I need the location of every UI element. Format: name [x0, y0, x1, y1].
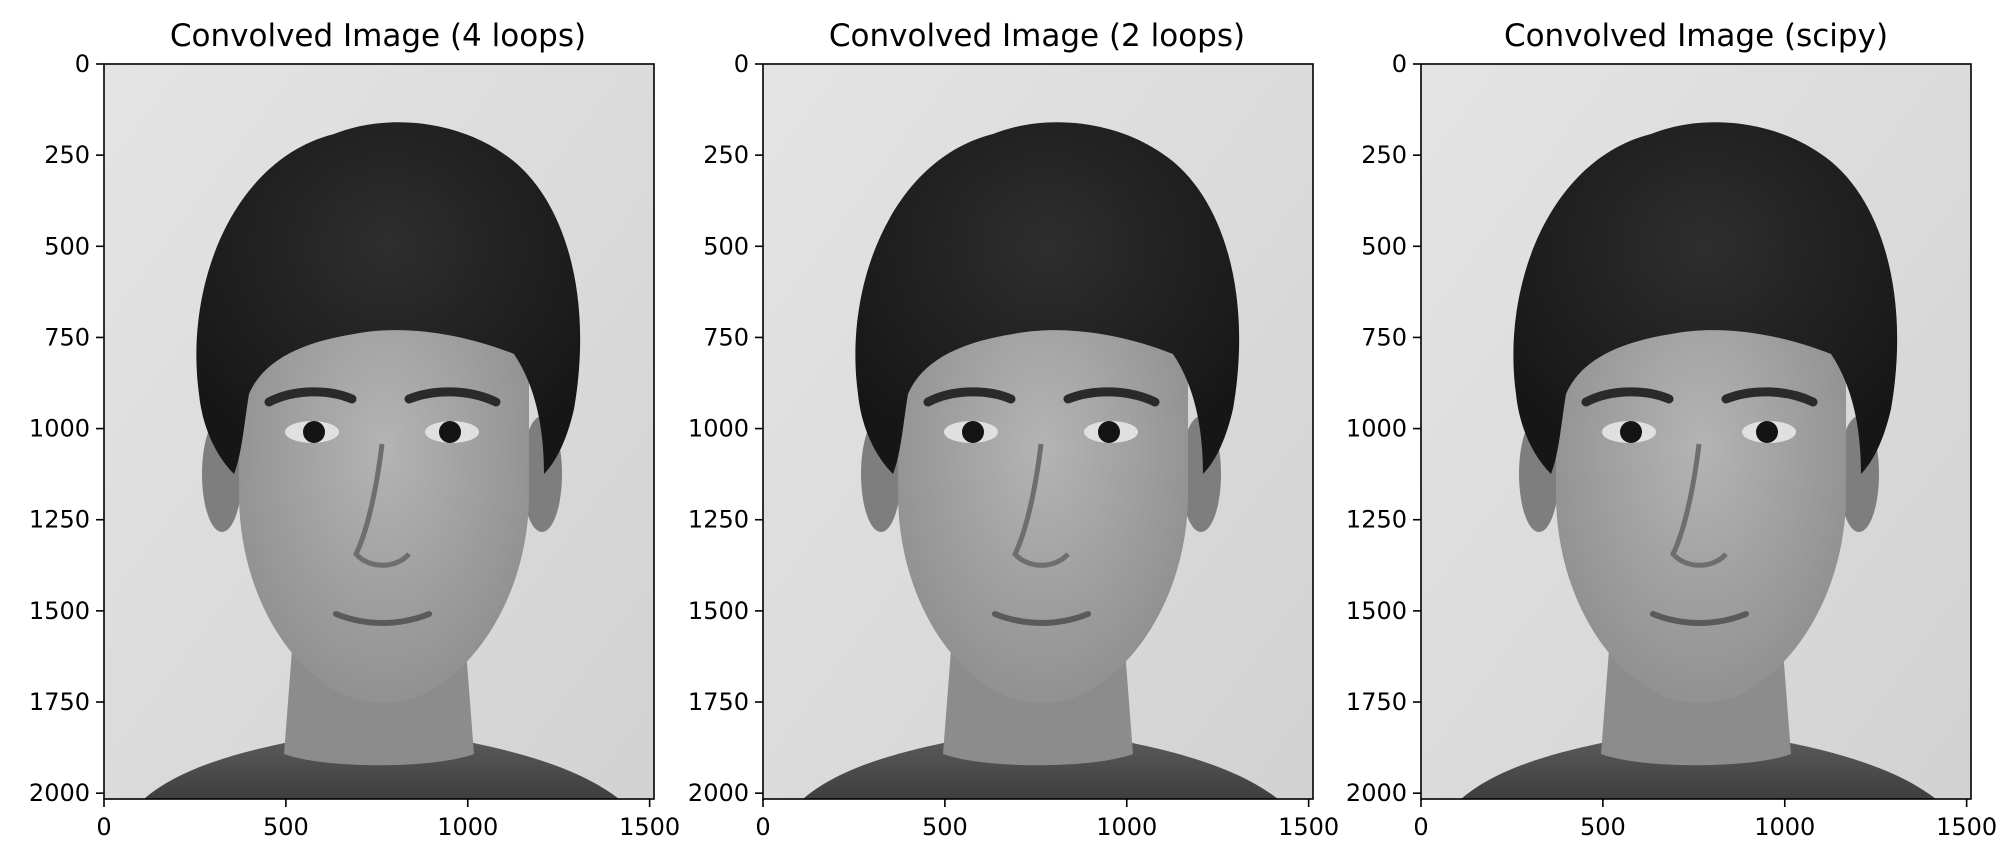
x-axis: 0 500 1000 1500 [1413, 799, 1997, 841]
y-tick-label: 1500 [688, 597, 749, 625]
x-tick-label: 0 [96, 813, 111, 841]
panel-title: Convolved Image (scipy) [1504, 18, 1888, 54]
y-tick-label: 1250 [688, 506, 749, 534]
y-tick-label: 250 [1361, 141, 1407, 169]
y-tick-label: 1000 [29, 415, 90, 443]
y-tick-label: 0 [1392, 50, 1407, 78]
panel-title: Convolved Image (2 loops) [829, 18, 1245, 54]
panel-2: Convolved Image (2 loops) 0 500 1000 1500 0… [688, 18, 1339, 841]
y-tick-label: 500 [703, 232, 749, 260]
y-tick-label: 750 [703, 323, 749, 351]
x-tick-label: 1500 [1936, 813, 1997, 841]
y-tick-label: 750 [1361, 323, 1407, 351]
y-tick-label: 2000 [1346, 779, 1407, 807]
y-tick-label: 0 [734, 50, 749, 78]
y-tick-label: 1500 [1346, 597, 1407, 625]
y-tick-label: 1000 [688, 415, 749, 443]
y-tick-label: 500 [1361, 232, 1407, 260]
y-tick-label: 1750 [688, 688, 749, 716]
y-tick-label: 1250 [29, 506, 90, 534]
portrait-image [104, 64, 654, 799]
axes-frame [1420, 63, 1972, 800]
y-tick-label: 250 [44, 141, 90, 169]
y-tick-label: 1750 [29, 688, 90, 716]
portrait-image [763, 64, 1313, 799]
x-axis: 0 500 1000 1500 [96, 799, 680, 841]
y-tick-label: 750 [44, 323, 90, 351]
y-tick-label: 1750 [1346, 688, 1407, 716]
axes-frame [103, 63, 655, 800]
x-tick-label: 1000 [437, 813, 498, 841]
x-tick-label: 1500 [1278, 813, 1339, 841]
y-axis: 0 250 500 750 1000 1250 1500 1750 2000 [29, 50, 104, 807]
x-tick-label: 0 [1413, 813, 1428, 841]
x-tick-label: 1000 [1754, 813, 1815, 841]
y-axis: 0 250 500 750 1000 1250 1500 1750 2000 [688, 50, 763, 807]
y-tick-label: 1250 [1346, 506, 1407, 534]
y-tick-label: 1500 [29, 597, 90, 625]
x-tick-label: 500 [1580, 813, 1626, 841]
y-tick-label: 250 [703, 141, 749, 169]
y-tick-label: 1000 [1346, 415, 1407, 443]
x-tick-label: 500 [263, 813, 309, 841]
y-tick-label: 500 [44, 232, 90, 260]
y-axis: 0 250 500 750 1000 1250 1500 1750 2000 [1346, 50, 1421, 807]
x-tick-label: 0 [755, 813, 770, 841]
panel-3: Convolved Image (scipy) 0 500 1000 1500 0 25… [1346, 18, 1997, 841]
y-tick-label: 0 [75, 50, 90, 78]
x-tick-label: 1500 [619, 813, 680, 841]
y-tick-label: 2000 [29, 779, 90, 807]
panel-1: Convolved Image (4 loops) 0 500 1000 1500 0… [29, 18, 680, 841]
x-tick-label: 1000 [1096, 813, 1157, 841]
panel-title: Convolved Image (4 loops) [170, 18, 586, 54]
y-tick-label: 2000 [688, 779, 749, 807]
x-tick-label: 500 [922, 813, 968, 841]
portrait-image [1421, 64, 1971, 799]
axes-frame [762, 63, 1314, 800]
x-axis: 0 500 1000 1500 [755, 799, 1339, 841]
